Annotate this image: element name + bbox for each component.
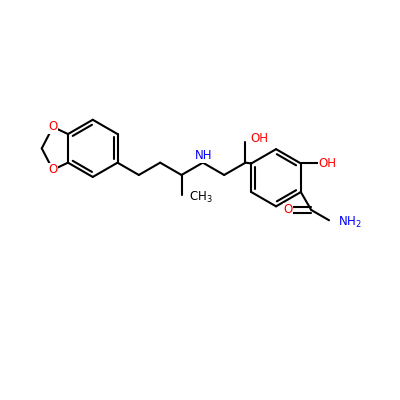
Text: NH: NH [195, 149, 212, 162]
Text: CH$_3$: CH$_3$ [189, 190, 212, 205]
Text: OH: OH [318, 157, 336, 170]
Text: OH: OH [250, 132, 268, 145]
Text: O: O [48, 163, 58, 176]
Text: NH$_2$: NH$_2$ [338, 215, 362, 230]
Text: O: O [284, 204, 293, 216]
Text: O: O [48, 120, 58, 134]
